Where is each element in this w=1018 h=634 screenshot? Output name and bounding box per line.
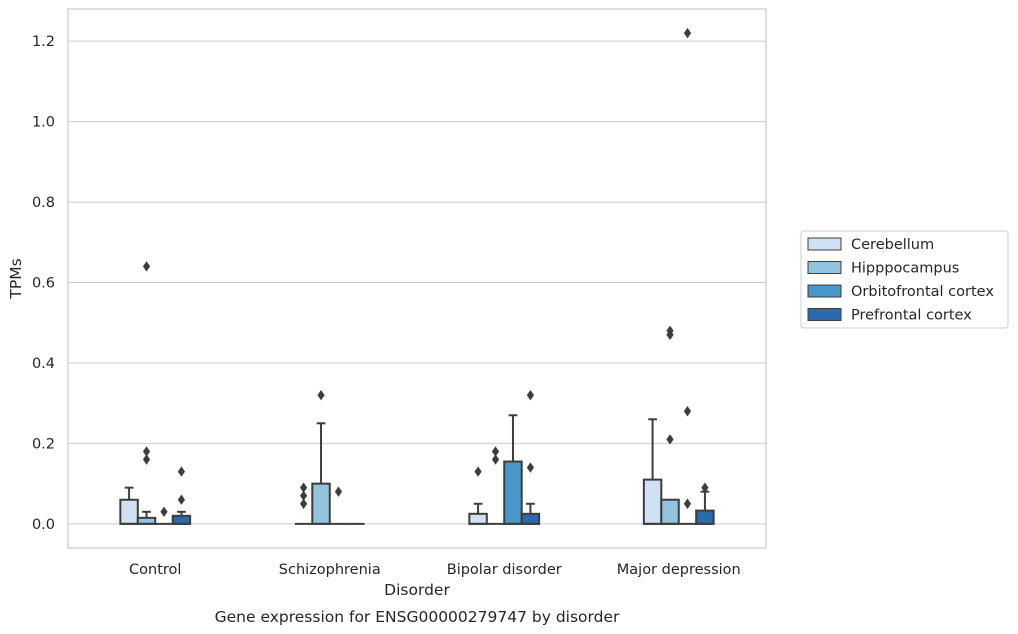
x-axis-label: Disorder	[384, 581, 450, 599]
outlier-point	[683, 406, 692, 417]
box-1-1	[311, 389, 331, 525]
outlier-point	[142, 454, 151, 465]
y-tick-label: 0.0	[32, 517, 55, 533]
outlier-point	[491, 446, 500, 457]
box-0-0	[119, 486, 139, 525]
box-rect	[660, 498, 680, 525]
y-tick-label: 1.2	[32, 34, 55, 50]
outlier-point	[666, 434, 674, 445]
box-0-3	[171, 466, 192, 525]
box-2-3	[520, 389, 541, 525]
outlier-point	[526, 462, 535, 473]
box-groups	[119, 27, 715, 525]
x-axis-ticks: Control Schizophrenia Bipolar disorder Majo…	[129, 562, 741, 578]
grid-lines	[68, 40, 766, 525]
y-tick-label: 0.4	[32, 356, 55, 372]
legend-label: Cerebellum	[851, 237, 934, 253]
chart-caption: Gene expression for ENSG00000279747 by d…	[215, 608, 620, 626]
outlier-point	[317, 389, 325, 401]
outlier-point	[666, 325, 674, 336]
box-1-0	[294, 482, 313, 525]
outlier-point	[177, 466, 186, 477]
box-2-1	[486, 446, 505, 525]
box-rect	[119, 498, 139, 525]
legend-swatch	[807, 261, 842, 274]
outlier-point	[177, 494, 186, 505]
outlier-point	[701, 482, 709, 493]
box-rect	[171, 514, 192, 525]
outlier-point	[334, 486, 343, 497]
legend-frame	[800, 230, 1009, 329]
legend: Cerebellum Hipppocampus Orbitofrontal cort…	[800, 230, 1009, 329]
outlier-point	[160, 506, 168, 517]
outlier-point	[683, 27, 692, 39]
outlier-point	[299, 482, 308, 493]
box-3-2	[678, 27, 697, 525]
outlier-point	[142, 261, 151, 272]
box-0-1	[136, 261, 157, 525]
y-tick-label: 0.2	[32, 436, 55, 452]
outlier-point	[474, 466, 482, 477]
box-0-2	[155, 506, 173, 525]
box-2-2	[503, 414, 523, 525]
box-3-3	[695, 482, 715, 525]
legend-swatch	[807, 237, 842, 251]
box-1-2	[329, 486, 348, 525]
box-rect	[468, 512, 488, 525]
outlier-point	[526, 389, 535, 401]
outlier-point	[299, 490, 308, 501]
outlier-point	[683, 498, 692, 509]
outlier-point	[299, 498, 308, 509]
y-tick-label: 1.0	[32, 115, 55, 131]
box-rect	[503, 460, 523, 525]
y-tick-label: 0.8	[32, 195, 55, 211]
box-3-0	[642, 418, 663, 525]
box-rect	[520, 512, 541, 525]
legend-swatch	[807, 284, 842, 298]
y-axis-ticks: 0.0 0.2 0.4 0.6 0.8 1.0 1.2	[32, 34, 55, 533]
x-tick-label: Schizophrenia	[279, 562, 381, 578]
box-rect	[311, 482, 331, 525]
x-tick-label: Major depression	[617, 562, 741, 578]
outlier-point	[491, 454, 500, 465]
legend-swatch	[807, 308, 842, 321]
box-3-1	[660, 325, 680, 525]
x-tick-label: Bipolar disorder	[447, 562, 562, 578]
plot-frame	[67, 8, 767, 549]
box-rect	[695, 509, 715, 525]
y-axis-label: TPMs	[7, 258, 25, 299]
outlier-point	[142, 446, 151, 457]
legend-label: Prefrontal cortex	[851, 308, 972, 324]
x-tick-label: Control	[129, 562, 181, 578]
legend-label: Hipppocampus	[851, 261, 959, 277]
legend-label: Orbitofrontal cortex	[851, 284, 994, 300]
box-rect	[642, 478, 663, 525]
y-tick-label: 0.6	[32, 276, 55, 292]
box-2-0	[468, 466, 488, 525]
